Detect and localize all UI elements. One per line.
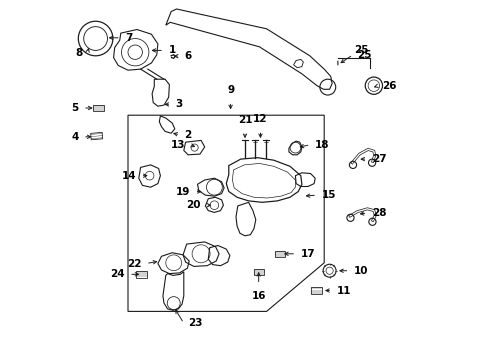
Text: 3: 3 (175, 99, 183, 109)
Text: 7: 7 (125, 33, 132, 43)
Text: 17: 17 (300, 249, 315, 259)
Text: 25: 25 (357, 50, 372, 60)
Text: 8: 8 (76, 48, 83, 58)
Text: 20: 20 (187, 200, 201, 210)
Text: 18: 18 (315, 140, 329, 150)
Text: 19: 19 (176, 186, 190, 197)
Text: 23: 23 (188, 318, 203, 328)
Text: 11: 11 (337, 285, 351, 296)
Text: 24: 24 (110, 269, 125, 279)
Text: 16: 16 (251, 291, 266, 301)
Text: 4: 4 (72, 132, 79, 142)
Text: 1: 1 (169, 45, 175, 55)
Text: 5: 5 (72, 103, 79, 113)
Text: 6: 6 (185, 51, 192, 61)
Text: 13: 13 (171, 140, 185, 150)
Text: 25: 25 (354, 45, 368, 55)
Text: 27: 27 (372, 154, 386, 164)
Text: 14: 14 (122, 171, 136, 181)
Text: 21: 21 (238, 115, 252, 125)
Text: 12: 12 (253, 114, 268, 124)
Text: 2: 2 (185, 130, 192, 140)
Text: 9: 9 (227, 85, 234, 95)
Text: 26: 26 (383, 81, 397, 91)
Text: 15: 15 (321, 190, 336, 200)
Text: 10: 10 (354, 266, 368, 276)
Text: 22: 22 (127, 258, 142, 269)
Text: 28: 28 (372, 208, 386, 218)
